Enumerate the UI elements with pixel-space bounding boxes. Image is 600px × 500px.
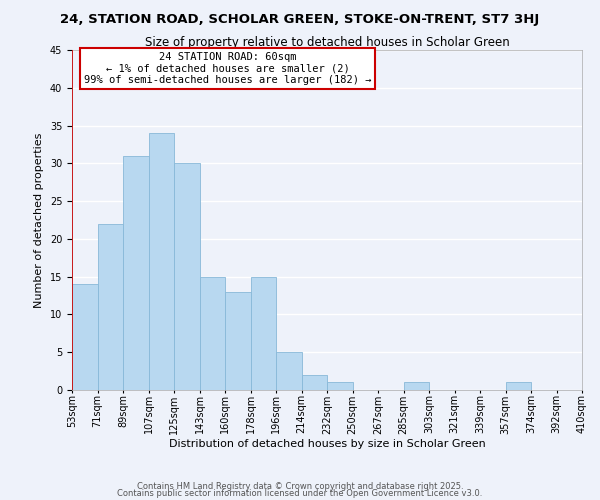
Text: 24, STATION ROAD, SCHOLAR GREEN, STOKE-ON-TRENT, ST7 3HJ: 24, STATION ROAD, SCHOLAR GREEN, STOKE-O… <box>61 12 539 26</box>
Bar <box>149 133 174 390</box>
Bar <box>276 352 302 390</box>
Bar <box>505 382 531 390</box>
Text: Contains HM Land Registry data © Crown copyright and database right 2025.: Contains HM Land Registry data © Crown c… <box>137 482 463 491</box>
Y-axis label: Number of detached properties: Number of detached properties <box>34 132 44 308</box>
Bar <box>225 292 251 390</box>
Bar <box>404 382 429 390</box>
Bar <box>97 224 123 390</box>
Title: Size of property relative to detached houses in Scholar Green: Size of property relative to detached ho… <box>145 36 509 49</box>
Text: 24 STATION ROAD: 60sqm
← 1% of detached houses are smaller (2)
99% of semi-detac: 24 STATION ROAD: 60sqm ← 1% of detached … <box>84 52 371 85</box>
Bar <box>251 276 276 390</box>
Bar <box>327 382 353 390</box>
Bar <box>174 164 199 390</box>
Bar <box>302 375 327 390</box>
Text: Contains public sector information licensed under the Open Government Licence v3: Contains public sector information licen… <box>118 489 482 498</box>
Bar <box>72 284 97 390</box>
X-axis label: Distribution of detached houses by size in Scholar Green: Distribution of detached houses by size … <box>169 439 485 449</box>
Bar <box>199 276 225 390</box>
Bar <box>123 156 149 390</box>
